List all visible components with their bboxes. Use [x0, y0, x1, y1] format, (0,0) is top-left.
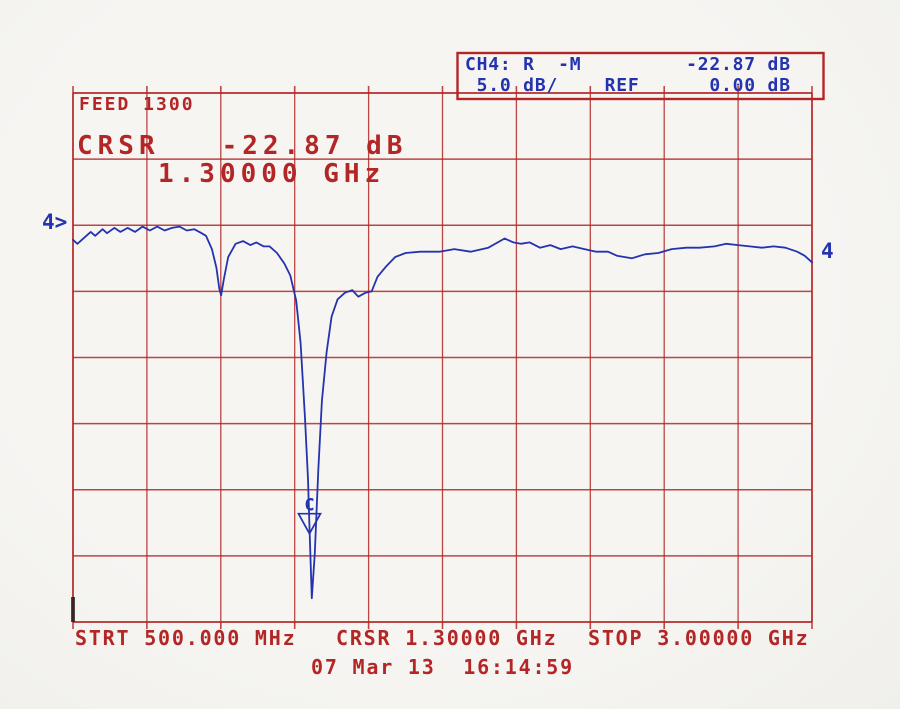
axis-start-label: STRT 500.000 MHz [75, 626, 297, 650]
channel-info-box [456, 51, 825, 101]
axis-stop-label: STOP 3.00000 GHz [588, 626, 810, 650]
axis-cursor-label: CRSR 1.30000 GHz [336, 626, 558, 650]
trace-ch4 [72, 225, 813, 600]
feed-title: FEED 1300 [79, 94, 195, 115]
channel-info-line1: CH4: R -M -22.87 dB [465, 54, 791, 75]
ref-marker-right: 4 [821, 239, 834, 263]
channel-info-line2: 5.0 dB/ REF 0.00 dB [465, 75, 791, 96]
cursor-freq-readout: 1.30000 GHz [158, 159, 386, 189]
scan-artifact-mark [71, 597, 75, 622]
cursor-marker-glyph: C [304, 496, 314, 516]
cursor-marker: C [297, 496, 322, 536]
grid-lines [72, 86, 813, 629]
timestamp: 07 Mar 13 16:14:59 [311, 655, 574, 679]
ref-marker-left: 4> [42, 210, 68, 234]
cursor-value-readout: CRSR -22.87 dB [77, 131, 408, 161]
